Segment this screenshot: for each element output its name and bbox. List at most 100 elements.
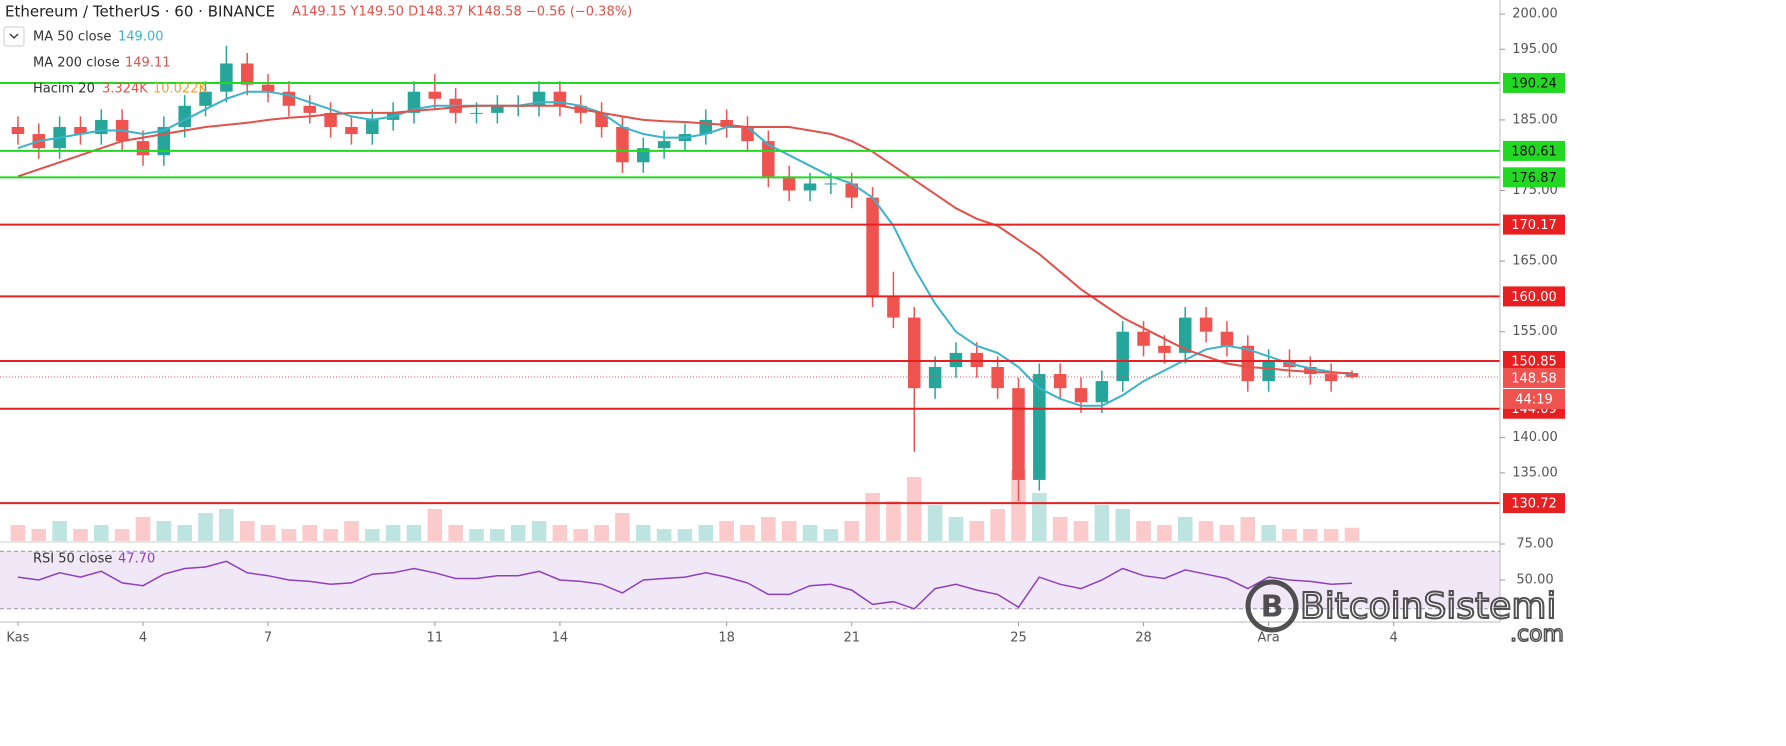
volume-bar: [1282, 529, 1297, 541]
volume-bar: [219, 509, 234, 541]
price-pane: [0, 45, 1500, 541]
level-label: 176.87: [1511, 171, 1557, 186]
volume-bar: [1177, 517, 1193, 541]
volume-bar: [406, 525, 422, 541]
x-tick-label: 18: [718, 631, 735, 646]
volume-bar: [719, 521, 734, 541]
collapse-button[interactable]: [3, 26, 25, 47]
x-tick-label: 28: [1135, 631, 1152, 646]
volume-bar: [1323, 529, 1339, 541]
candle-body: [491, 105, 504, 113]
volume-bar: [344, 521, 359, 541]
volume-bar: [1344, 527, 1360, 541]
candle-body: [657, 141, 671, 149]
y-tick-label: 185.00: [1512, 112, 1558, 127]
legend-value: 10.022K: [153, 82, 207, 97]
legend-name: MA 200 close: [33, 56, 120, 71]
volume-bar: [886, 501, 901, 541]
candle-body: [1262, 359, 1275, 382]
candle-body: [1304, 366, 1317, 375]
volume-bar: [198, 513, 213, 541]
volume-bar: [740, 525, 755, 541]
candle-body: [803, 183, 817, 191]
candle-body: [1074, 388, 1088, 403]
legend-name: RSI 50 close: [33, 552, 112, 567]
countdown-label: 44:19: [1515, 393, 1552, 408]
level-label-box: [1503, 140, 1565, 161]
y-tick-label: 165.00: [1512, 254, 1558, 269]
volume-bar: [1011, 469, 1026, 541]
volume-bar: [448, 525, 463, 541]
watermark: B BitcoinSistemi .com: [1245, 579, 1565, 648]
candle-body: [928, 366, 942, 389]
candle-body: [1095, 381, 1109, 403]
legend-value: 149.00: [118, 30, 164, 45]
volume-bar: [594, 525, 609, 541]
symbol-title: Ethereum / TetherUS · 60 · BINANCE: [5, 3, 275, 21]
candle-body: [240, 63, 254, 85]
y-tick-label: 155.00: [1512, 324, 1558, 339]
legend-name: Hacim 20: [33, 82, 95, 97]
ohlc-readout: A149.15 Y149.50 D148.37 K148.58 −0.56 (−…: [292, 5, 632, 20]
last-price-label: 148.58: [1511, 372, 1557, 387]
legend-name: MA 50 close: [33, 30, 111, 45]
volume-bar: [927, 505, 943, 541]
volume-bar: [906, 477, 922, 541]
y-tick-label: 200.00: [1512, 7, 1558, 22]
volume-bar: [1219, 525, 1235, 541]
volume-bar: [1157, 525, 1172, 541]
volume-bar: [385, 525, 401, 541]
volume-bar: [823, 529, 839, 541]
candle-body: [324, 112, 337, 127]
candle-body: [1116, 331, 1129, 382]
level-label: 180.61: [1511, 144, 1557, 159]
watermark-logo: [1245, 579, 1299, 633]
candle-body: [616, 126, 629, 163]
volume-bar: [656, 529, 672, 541]
volume-bar: [844, 521, 860, 541]
volume-bar: [135, 517, 151, 541]
level-label: 190.24: [1511, 76, 1557, 91]
rsi-tick-label: 75.00: [1516, 537, 1553, 552]
volume-bar: [948, 517, 964, 541]
level-label: 150.85: [1511, 354, 1557, 369]
axes: 200.00195.00185.00175.00165.00155.00140.…: [0, 0, 1558, 646]
x-tick-label: 7: [264, 631, 272, 646]
legend-value: 3.324K: [102, 82, 148, 97]
moving-average-line: [17, 90, 1353, 407]
level-label-box: [1503, 286, 1565, 307]
volume-bar: [239, 521, 255, 541]
volume-bar: [510, 525, 526, 541]
legend-value: 47.70: [118, 552, 155, 567]
candle-body: [199, 91, 212, 106]
x-tick-label: Kas: [6, 631, 29, 646]
candle-body: [949, 352, 963, 367]
volume-bar: [615, 513, 630, 541]
level-label: 160.00: [1511, 290, 1557, 305]
volume-bar: [698, 525, 714, 541]
last-price-box: [1503, 368, 1565, 389]
volume-bar: [52, 521, 67, 541]
volume-bar: [1073, 521, 1089, 541]
candle-body: [782, 176, 796, 191]
volume-bar: [865, 493, 880, 541]
moving-average-line: [17, 104, 1353, 375]
watermark-suffix: .com: [1510, 622, 1564, 647]
candle-body: [845, 183, 858, 198]
candle-body: [1345, 372, 1359, 378]
candle-body: [1158, 345, 1171, 353]
candle-body: [741, 126, 754, 142]
x-tick-label: 14: [552, 631, 569, 646]
volume-bar: [1198, 521, 1214, 541]
candle-body: [595, 112, 608, 127]
volume-bar: [364, 529, 380, 541]
candle-body: [720, 119, 733, 127]
y-tick-label: 195.00: [1512, 42, 1558, 57]
volume-bar: [1303, 529, 1318, 541]
candle-body: [1012, 388, 1025, 480]
candle-body: [908, 317, 921, 389]
volume-bar: [281, 529, 297, 541]
volume-bar: [323, 529, 338, 541]
volume-bar: [677, 529, 693, 541]
